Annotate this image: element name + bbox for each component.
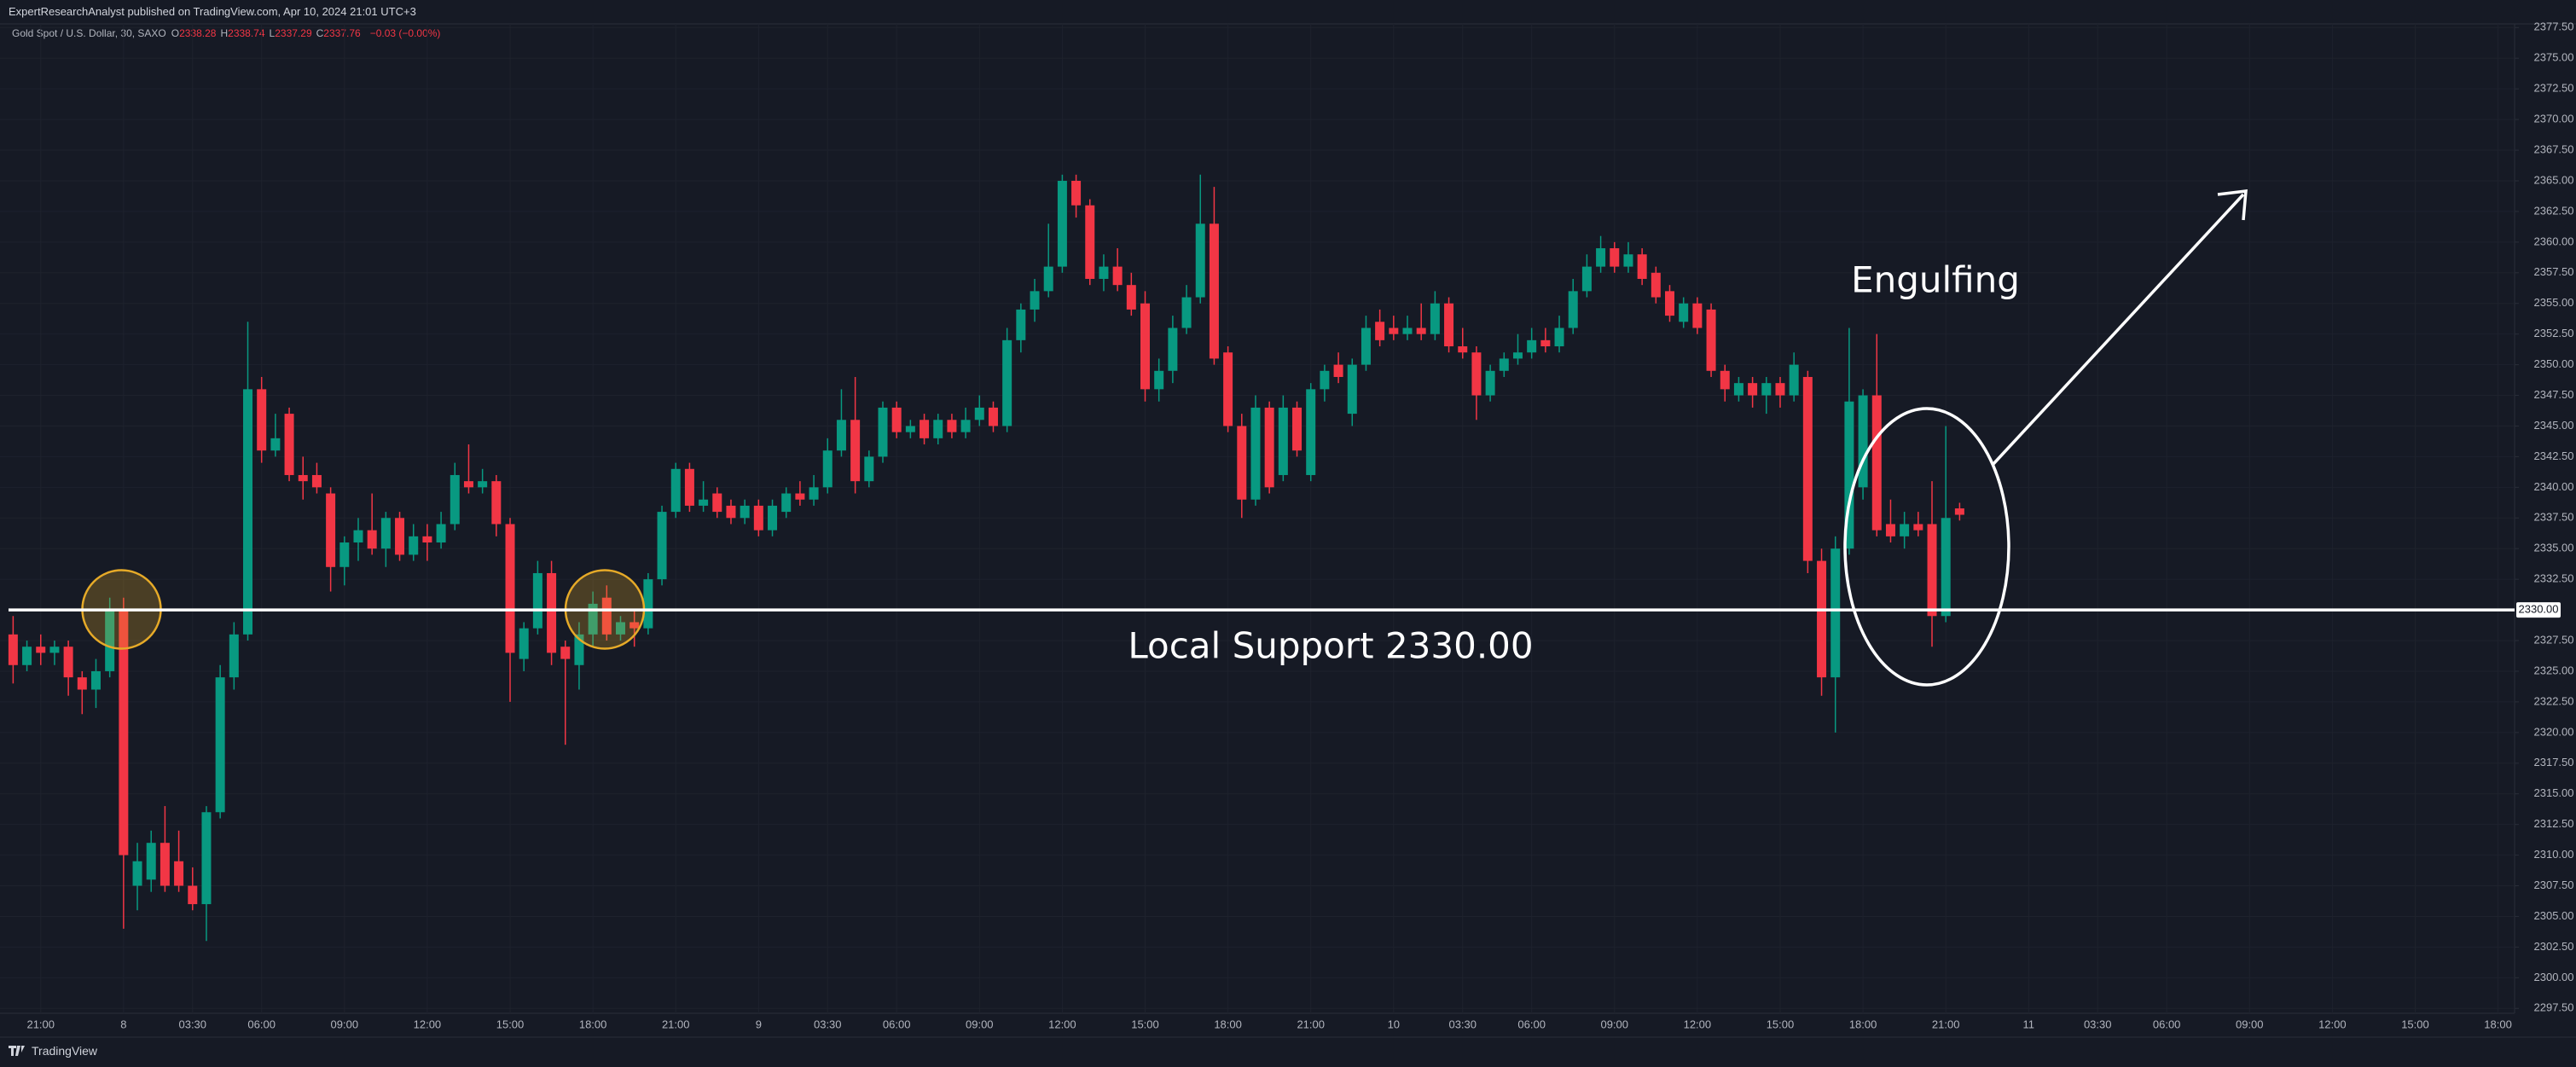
change-value: −0.03 (−0.00%)	[369, 27, 441, 39]
ohlc-key: L	[269, 27, 276, 39]
brand-logo	[9, 1046, 25, 1056]
publish-header: ExpertResearchAnalyst published on Tradi…	[9, 5, 416, 18]
ohlc-value: 2338.74	[228, 27, 265, 39]
ohlc-value: 2337.29	[275, 27, 312, 39]
ohlc-values: O2338.28 H2338.74 L2337.29 C2337.76	[171, 27, 365, 39]
brand-name: TradingView	[32, 1044, 98, 1058]
brand-footer: TradingView	[9, 1044, 97, 1058]
ohlc-value: 2338.28	[179, 27, 217, 39]
ohlc-value: 2337.76	[323, 27, 361, 39]
ohlc-key: H	[220, 27, 229, 39]
ohlc-key: C	[316, 27, 324, 39]
symbol-legend: Gold Spot / U.S. Dollar, 30, SAXO O2338.…	[12, 27, 440, 39]
symbol-name: Gold Spot / U.S. Dollar, 30, SAXO	[12, 27, 166, 39]
ohlc-key: O	[171, 27, 180, 39]
